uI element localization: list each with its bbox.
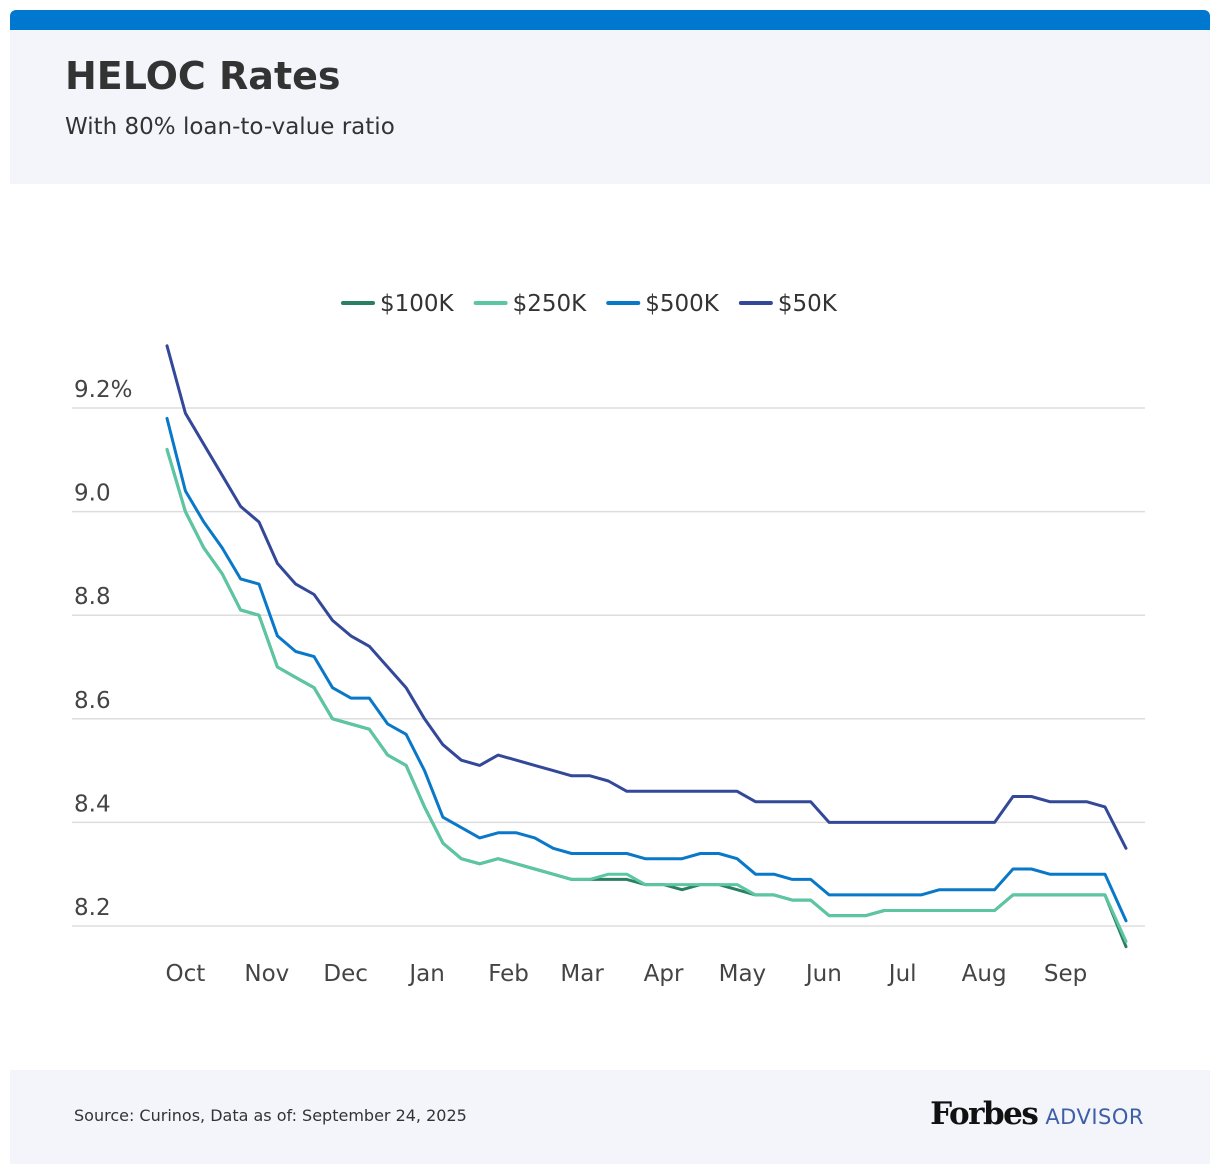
- chart-header: [10, 30, 1210, 184]
- y-tick-label: 9.2%: [74, 377, 132, 403]
- legend-item: $250K: [473, 291, 588, 317]
- x-tick-label: Nov: [244, 961, 289, 987]
- x-tick-label: Sep: [1044, 961, 1087, 987]
- x-tick-label: Oct: [166, 961, 206, 987]
- chart-title: HELOC Rates: [65, 54, 341, 98]
- x-tick-label: Jul: [887, 961, 917, 987]
- x-tick-label: Jan: [407, 961, 444, 987]
- legend-item: $100K: [341, 291, 455, 317]
- y-tick-label: 9.0: [74, 481, 111, 507]
- series-line-250k: [165, 447, 1128, 943]
- legend-item: $500K: [606, 291, 720, 317]
- grid-layer: [72, 407, 1145, 927]
- x-tick-label: Jun: [804, 961, 842, 987]
- accent-bar: [10, 10, 1210, 30]
- series-line-100k: [165, 447, 1128, 949]
- x-tick-label: Dec: [323, 961, 368, 987]
- legend-item: $50K: [738, 291, 838, 317]
- x-tick-label: May: [719, 961, 767, 987]
- x-tick-label: Apr: [644, 961, 684, 987]
- chart-subtitle: With 80% loan-to-value ratio: [65, 114, 395, 140]
- y-axis-ticks: 9.2% 9.0 8.8 8.6 8.4 8.2: [74, 377, 132, 921]
- y-tick-label: 8.6: [74, 688, 111, 714]
- y-tick-label: 8.8: [74, 584, 111, 610]
- y-tick-label: 8.2: [74, 895, 111, 921]
- line-chart: 9.2% 9.0 8.8 8.6 8.4 8.2 Oct Nov Dec Jan Feb Mar Ap…: [72, 291, 1145, 987]
- legend-label: $500K: [645, 291, 720, 317]
- legend-label: $50K: [778, 291, 838, 317]
- legend-label: $250K: [513, 291, 588, 317]
- chart-card: [10, 10, 1210, 1164]
- x-tick-label: Aug: [962, 961, 1007, 987]
- x-tick-label: Feb: [488, 961, 529, 987]
- legend: $100K $250K $500K $50K: [341, 291, 838, 317]
- legend-label: $100K: [380, 291, 455, 317]
- series-line-500k: [165, 416, 1128, 923]
- x-tick-label: Mar: [560, 961, 604, 987]
- x-axis-ticks: Oct Nov Dec Jan Feb Mar Apr May Jun Jul Aug Sep: [166, 961, 1088, 987]
- series-line-50k: [165, 344, 1128, 850]
- series-layer: [165, 344, 1128, 949]
- y-tick-label: 8.4: [74, 791, 111, 817]
